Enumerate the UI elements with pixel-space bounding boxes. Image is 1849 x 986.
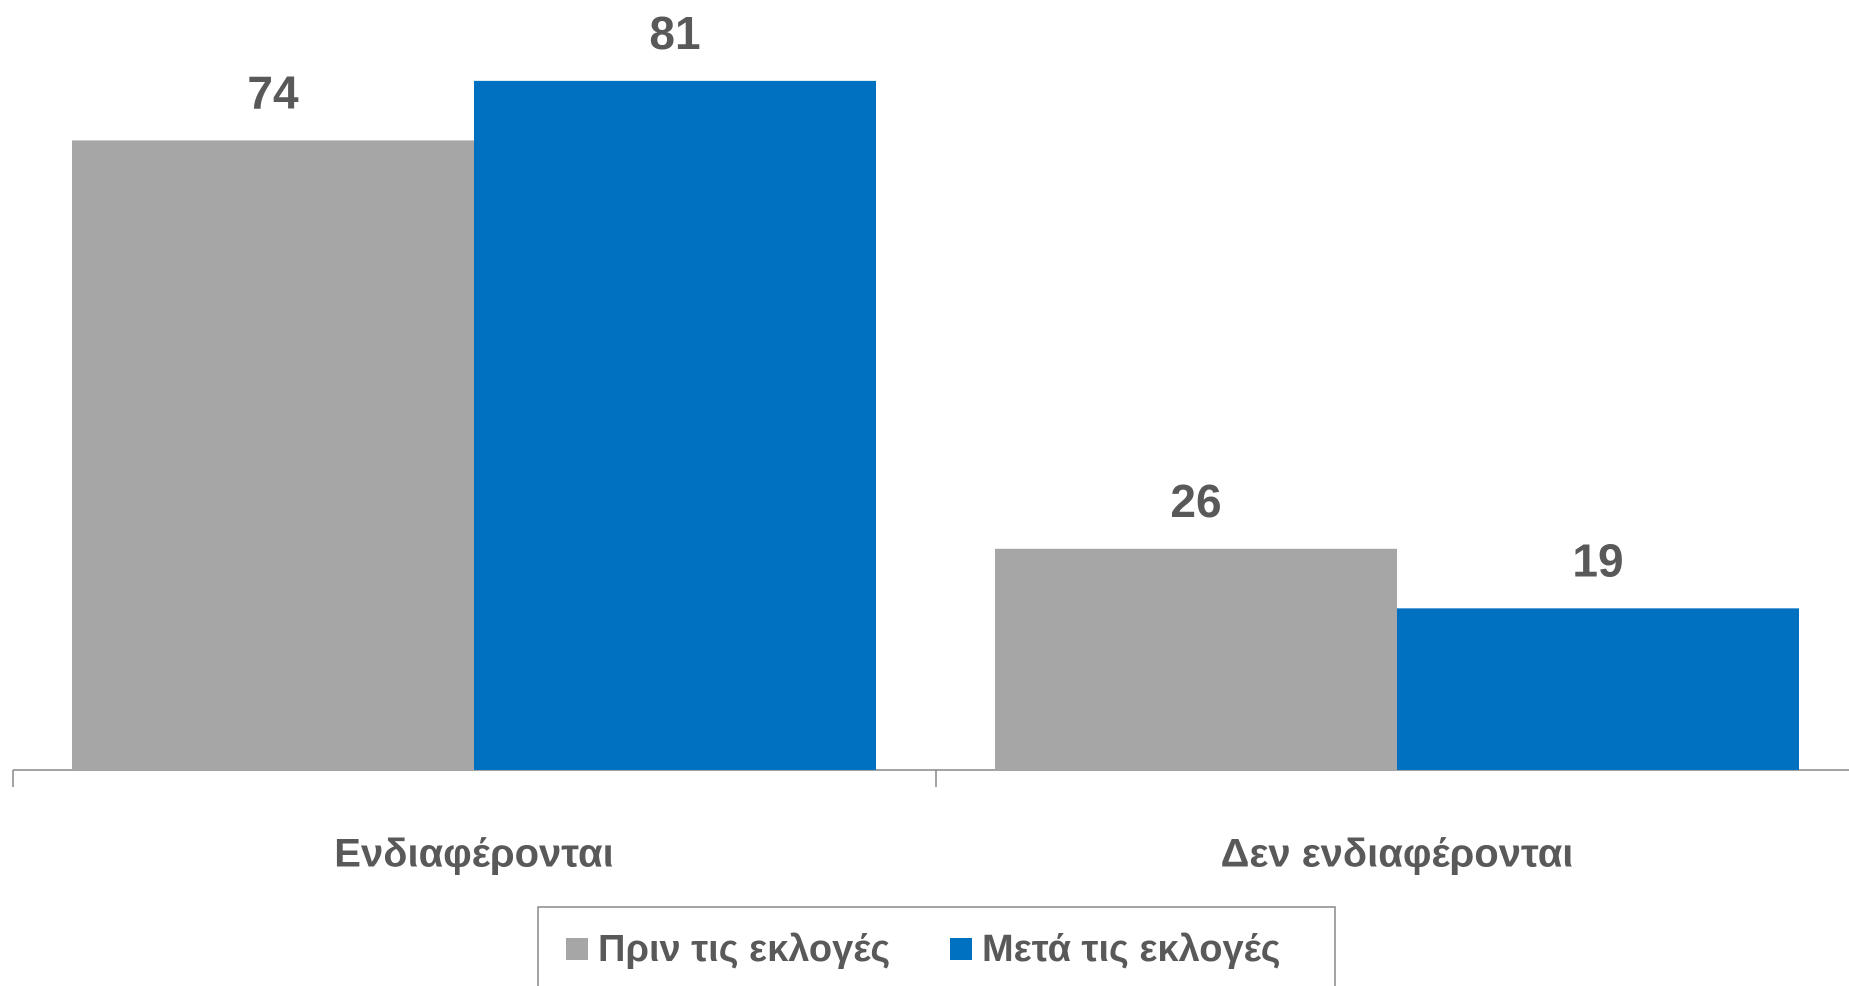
data-label: 26 (1170, 475, 1221, 527)
legend-box (537, 906, 1336, 986)
legend-label: Μετά τις εκλογές (982, 928, 1281, 970)
data-label: 19 (1572, 535, 1623, 587)
bar (72, 140, 474, 770)
x-tick-label: Ενδιαφέρονται (334, 832, 613, 876)
data-label: 81 (649, 7, 700, 59)
legend-swatch (950, 938, 972, 960)
legend-label: Πριν τις εκλογές (598, 928, 890, 970)
bar (995, 548, 1397, 770)
bar (1397, 608, 1799, 770)
bar (474, 80, 876, 771)
data-label: 74 (247, 67, 299, 119)
x-tick-label: Δεν ενδιαφέρονται (1221, 832, 1574, 876)
legend-swatch (566, 938, 588, 960)
